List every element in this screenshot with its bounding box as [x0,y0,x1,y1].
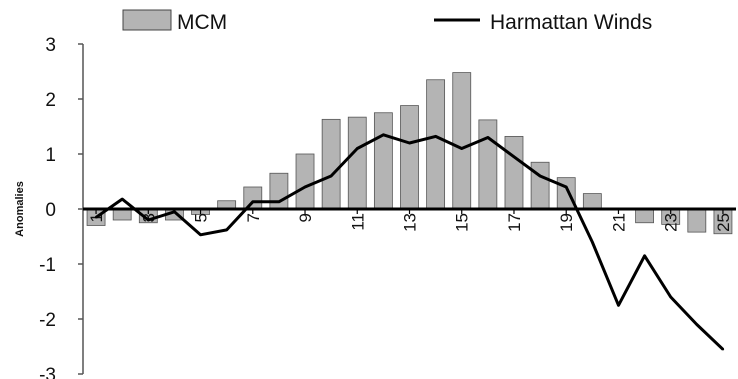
bar-mcm [400,105,419,210]
x-tick-label: 11 [348,213,367,231]
x-tick-label: 15 [453,213,472,232]
legend-label-harmattan: Harmattan Winds [490,11,652,34]
x-tick-label: 19 [557,213,576,232]
point-harmattan-winds [408,141,411,145]
point-harmattan-winds [434,135,437,138]
bar-mcm [295,153,315,210]
bar-mcm [112,208,132,221]
x-tick-label: 23 [662,213,681,232]
x-tick-label: 5 [192,213,211,222]
y-axis: 3 2 1 0 -1 -2 -3 Anomalies [14,35,84,379]
y-tick-label: 2 [45,90,56,111]
point-harmattan-winds [356,147,359,150]
point-harmattan-winds [225,228,228,232]
point-harmattan-winds [94,216,98,219]
point-harmattan-winds [303,185,307,189]
x-tick-label: 21 [609,213,628,232]
point-harmattan-winds [173,210,176,213]
x-tick-label: 25 [714,213,733,232]
point-harmattan-winds [251,200,254,204]
point-harmattan-winds [460,147,463,150]
bar-mcm [556,177,576,210]
y-tick-label: 0 [45,200,56,221]
bar-mcm [373,112,393,210]
point-harmattan-winds [695,323,699,326]
y-axis-title: Anomalies [14,181,26,237]
point-harmattan-winds [669,295,672,299]
y-tick-label: 1 [45,145,56,166]
bar-mcm [635,208,654,224]
harmattan-line [94,133,725,351]
x-tick-label: 7 [244,213,263,222]
bar-mcm [582,193,602,210]
y-tick-label: -1 [39,255,56,276]
x-tick-label: 17 [505,213,524,232]
x-tick-label: 3 [139,213,158,222]
point-harmattan-winds [486,136,490,139]
point-harmattan-winds [199,233,202,237]
x-tick-label: 13 [401,213,420,232]
bar-mcm [347,116,367,210]
x-tick-label: 9 [296,213,315,222]
point-harmattan-winds [120,197,124,201]
point-harmattan-winds [329,174,333,178]
point-harmattan-winds [617,304,620,307]
point-harmattan-winds [721,348,725,351]
point-harmattan-winds [147,218,150,222]
point-harmattan-winds [512,155,516,158]
point-harmattan-winds [591,240,594,244]
point-harmattan-winds [277,200,281,204]
bar-mcm [504,135,524,210]
bar-mcm [530,161,550,210]
point-harmattan-winds [382,133,385,136]
bar-mcm [478,119,498,210]
point-harmattan-winds [538,174,542,178]
bar-mcm [243,186,263,210]
legend: MCM Harmattan Winds [122,9,652,34]
y-tick-label: -2 [39,310,56,331]
y-tick-label: 3 [45,35,56,56]
bar-mcm [269,172,289,210]
point-harmattan-winds [643,254,646,257]
bar-mcm [321,118,341,210]
bar-mcm [426,79,446,210]
legend-swatch-mcm [122,9,172,31]
y-tick-label: -3 [39,365,56,379]
legend-label-mcm: MCM [177,11,227,34]
bar-mcm [452,72,472,210]
point-harmattan-winds [565,185,568,189]
bar-mcm [687,208,707,233]
